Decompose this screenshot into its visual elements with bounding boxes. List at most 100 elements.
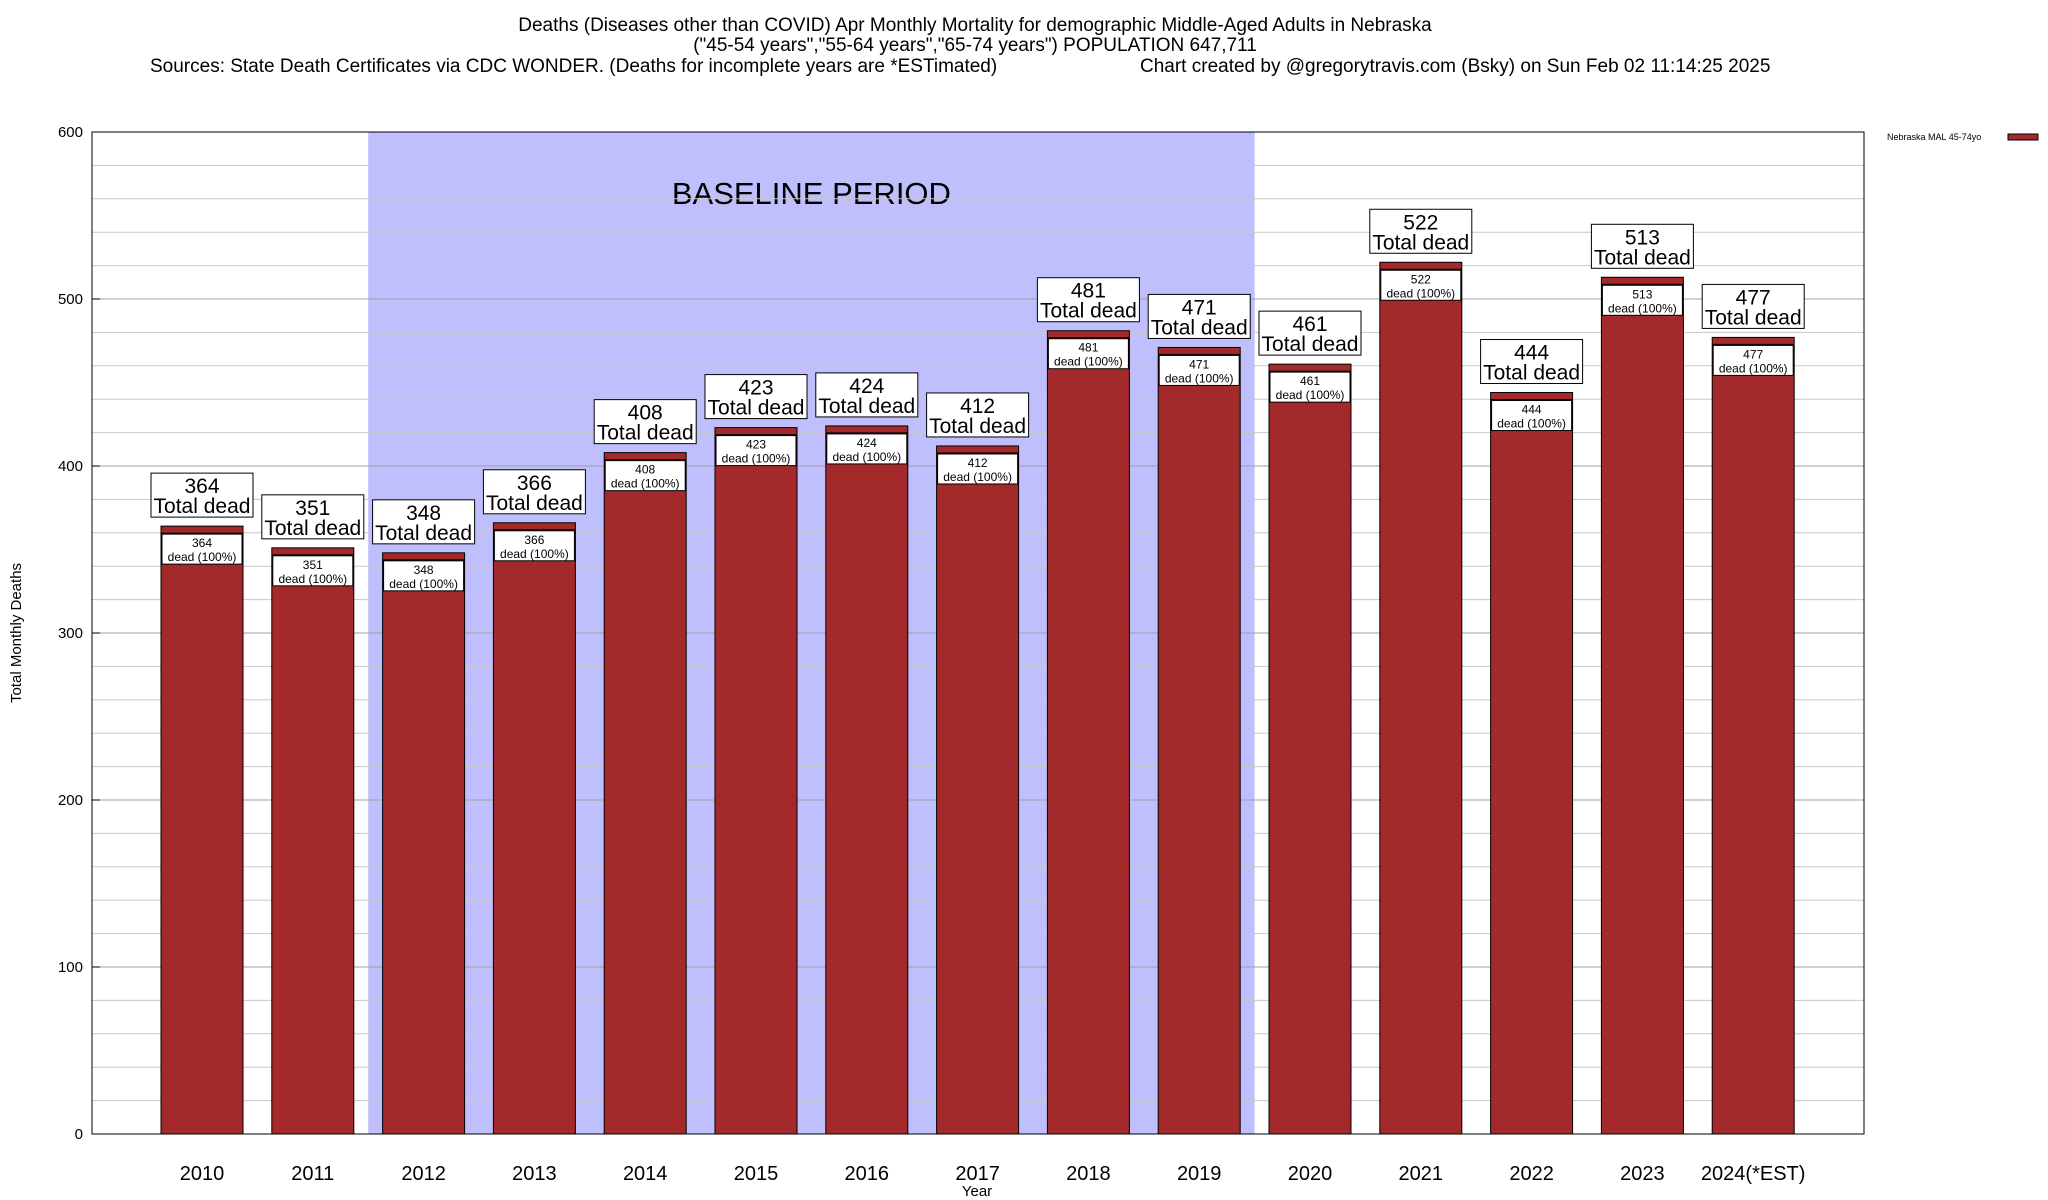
bar-total-label-box — [1036, 277, 1140, 323]
bar-inner-suffix: dead (100%) — [832, 450, 901, 464]
x-tick-label: 2023 — [1620, 1163, 1665, 1185]
bar — [1711, 336, 1795, 1135]
bar-inner-label-box — [715, 435, 797, 467]
bar-total-suffix: Total dead — [1040, 300, 1137, 323]
bar-inner-suffix: dead (100%) — [1165, 371, 1234, 385]
bar — [1490, 392, 1574, 1135]
bar — [160, 525, 244, 1135]
bar-inner-suffix: dead (100%) — [500, 547, 569, 561]
bar — [1157, 346, 1241, 1135]
bar-inner-suffix: dead (100%) — [168, 550, 237, 564]
bar-inner-label-box — [826, 433, 908, 465]
chart-sources: Sources: State Death Certificates via CD… — [150, 56, 997, 77]
bar-inner-value: 424 — [857, 436, 877, 450]
x-tick-label: 2021 — [1399, 1163, 1444, 1185]
bar-inner-value: 522 — [1411, 272, 1431, 286]
bar-inner-label-box — [1712, 344, 1794, 376]
bar-inner-value: 348 — [414, 563, 434, 577]
bar-inner-value: 412 — [968, 456, 988, 470]
bar-inner-label-box — [937, 453, 1019, 485]
legend: Nebraska MAL 45-74yo — [1887, 132, 2039, 142]
bar-inner-label-box — [1158, 354, 1240, 386]
bar — [936, 445, 1020, 1135]
bar-inner-value: 461 — [1300, 374, 1320, 388]
bar-total-label-box — [704, 374, 808, 420]
bar-total-suffix: Total dead — [486, 492, 583, 515]
bar-total-suffix: Total dead — [1594, 246, 1691, 269]
x-tick-label: 2014 — [623, 1163, 668, 1185]
bar-inner-value: 477 — [1743, 347, 1763, 361]
bar-total-value: 424 — [849, 375, 884, 398]
bar-inner-label-box — [1380, 269, 1462, 301]
bar-inner-suffix: dead (100%) — [722, 452, 791, 466]
x-tick-label: 2022 — [1509, 1163, 1554, 1185]
y-tick-label: 500 — [58, 291, 83, 308]
x-tick-label: 2011 — [291, 1163, 334, 1185]
bar — [1600, 276, 1684, 1135]
bar-total-label-box — [926, 392, 1030, 438]
bar-total-value: 348 — [406, 502, 441, 525]
x-tick-label: 2019 — [1177, 1163, 1222, 1185]
bar-inner-suffix: dead (100%) — [611, 477, 680, 491]
bar — [1379, 261, 1463, 1135]
x-tick-label: 2010 — [180, 1163, 225, 1185]
chart-title: Deaths (Diseases other than COVID) Apr M… — [518, 15, 1432, 36]
bar-inner-label-box — [1269, 371, 1351, 403]
bar-total-suffix: Total dead — [818, 395, 915, 418]
bar-inner-label-box — [1601, 284, 1683, 316]
x-tick-label: 2018 — [1066, 1163, 1111, 1185]
bar-total-suffix: Total dead — [1262, 333, 1359, 356]
bar — [714, 427, 798, 1135]
y-tick-label: 600 — [58, 124, 83, 141]
bar-total-label-box — [1147, 293, 1251, 339]
chart-subtitle: ("45-54 years","55-64 years","65-74 year… — [693, 35, 1257, 56]
bar-total-value: 461 — [1292, 313, 1327, 336]
bar-total-label-box — [372, 499, 476, 545]
bar-inner-value: 513 — [1632, 287, 1652, 301]
bar-inner-suffix: dead (100%) — [1276, 388, 1345, 402]
bar-total-label-box — [593, 399, 697, 445]
bar-total-suffix: Total dead — [929, 415, 1026, 438]
bar-total-label-box — [1701, 283, 1805, 329]
bar-inner-label-box — [161, 533, 243, 565]
legend-label: Nebraska MAL 45-74yo — [1887, 132, 1981, 142]
bar-inner-suffix: dead (100%) — [943, 470, 1012, 484]
bar-inner-suffix: dead (100%) — [1386, 286, 1455, 300]
bar-total-label-box — [815, 372, 919, 418]
chart-credit: Chart created by @gregorytravis.com (Bsk… — [1140, 56, 1770, 77]
bar-inner-suffix: dead (100%) — [1054, 355, 1123, 369]
bar-inner-suffix: dead (100%) — [278, 572, 347, 586]
bar-inner-value: 471 — [1189, 357, 1209, 371]
y-tick-label: 400 — [58, 458, 83, 475]
bar — [603, 452, 687, 1135]
bar-total-suffix: Total dead — [597, 422, 694, 445]
bar-total-suffix: Total dead — [264, 517, 361, 540]
bar — [492, 522, 576, 1135]
bar-inner-label-box — [1047, 338, 1129, 370]
bar-total-value: 366 — [517, 472, 552, 495]
bar-total-label-box — [150, 472, 254, 518]
bar-inner-value: 423 — [746, 438, 766, 452]
bar-inner-value: 351 — [303, 558, 323, 572]
x-tick-label: 2024(*EST) — [1701, 1163, 1806, 1185]
x-tick-label: 2020 — [1288, 1163, 1333, 1185]
x-tick-label: 2016 — [845, 1163, 890, 1185]
bar-total-suffix: Total dead — [1483, 362, 1580, 385]
x-tick-label: 2013 — [512, 1163, 557, 1185]
bar — [1046, 330, 1130, 1135]
bar-inner-label-box — [383, 560, 465, 592]
bar-total-value: 471 — [1182, 296, 1217, 319]
bar-total-suffix: Total dead — [1372, 231, 1469, 254]
bar-total-suffix: Total dead — [375, 522, 472, 545]
y-tick-label: 0 — [75, 1126, 83, 1143]
bar-total-label-box — [482, 469, 586, 515]
bar-total-value: 351 — [295, 497, 330, 520]
bar-total-suffix: Total dead — [1705, 306, 1802, 329]
bar-total-label-box — [1369, 208, 1473, 254]
bar-total-value: 513 — [1625, 226, 1660, 249]
bar-inner-suffix: dead (100%) — [1719, 361, 1788, 375]
x-tick-label: 2012 — [401, 1163, 446, 1185]
bar-inner-value: 481 — [1078, 341, 1098, 355]
bar-inner-suffix: dead (100%) — [1497, 417, 1566, 431]
